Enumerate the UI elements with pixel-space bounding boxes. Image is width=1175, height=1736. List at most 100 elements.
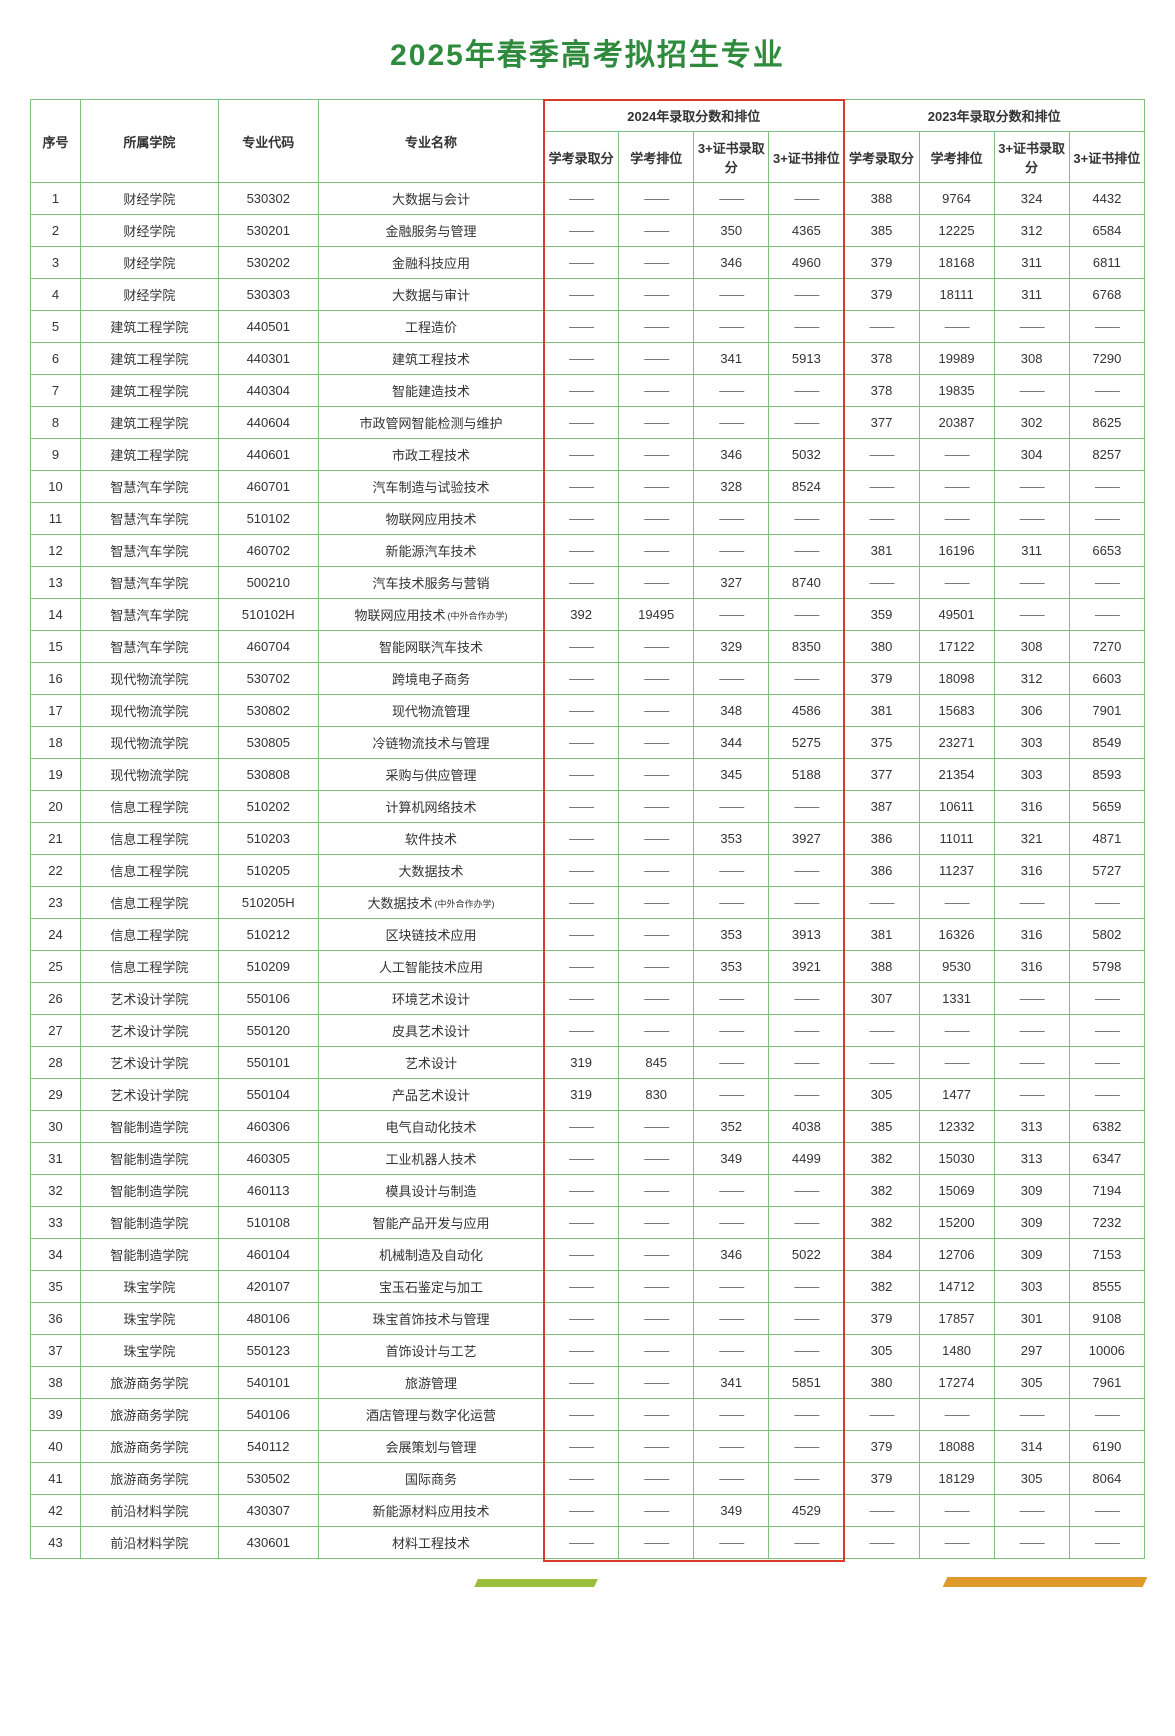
cell-major: 材料工程技术 xyxy=(318,1527,543,1559)
cell-2024-xk-rank: —— xyxy=(619,631,694,663)
cell-college: 前沿材料学院 xyxy=(81,1527,219,1559)
cell-idx: 17 xyxy=(31,695,81,727)
cell-2024-xk-rank: —— xyxy=(619,1367,694,1399)
cell-2023-cert-rank: 6382 xyxy=(1069,1111,1144,1143)
cell-2023-cert-rank: 6347 xyxy=(1069,1143,1144,1175)
cell-2023-xk-rank: 19989 xyxy=(919,343,994,375)
table-row: 17现代物流学院530802现代物流管理————3484586381156833… xyxy=(31,695,1145,727)
table-row: 34智能制造学院460104机械制造及自动化————34650223841270… xyxy=(31,1239,1145,1271)
cell-2024-cert-rank: —— xyxy=(769,1335,844,1367)
cell-2023-xk-rank: 14712 xyxy=(919,1271,994,1303)
cell-2023-cert-rank: —— xyxy=(1069,567,1144,599)
cell-2023-xk-score: 375 xyxy=(844,727,919,759)
cell-major: 旅游管理 xyxy=(318,1367,543,1399)
table-row: 25信息工程学院510209人工智能技术应用————35339213889530… xyxy=(31,951,1145,983)
table-row: 15智慧汽车学院460704智能网联汽车技术————32983503801712… xyxy=(31,631,1145,663)
cell-2023-xk-rank: —— xyxy=(919,471,994,503)
cell-2023-xk-score: 379 xyxy=(844,1431,919,1463)
cell-2024-xk-rank: 19495 xyxy=(619,599,694,631)
cell-2023-xk-rank: 9764 xyxy=(919,183,994,215)
cell-2024-cert-score: —— xyxy=(694,1431,769,1463)
cell-college: 智能制造学院 xyxy=(81,1207,219,1239)
cell-2023-cert-score: 305 xyxy=(994,1463,1069,1495)
cell-2023-xk-score: 379 xyxy=(844,279,919,311)
cell-2024-cert-rank: —— xyxy=(769,535,844,567)
cell-2024-xk-rank: —— xyxy=(619,567,694,599)
cell-idx: 39 xyxy=(31,1399,81,1431)
cell-2024-xk-rank: —— xyxy=(619,695,694,727)
cell-2023-xk-score: 388 xyxy=(844,951,919,983)
cell-2024-xk-rank: —— xyxy=(619,663,694,695)
cell-2024-cert-rank: —— xyxy=(769,183,844,215)
cell-2023-xk-rank: 17122 xyxy=(919,631,994,663)
cell-2023-xk-rank: 11011 xyxy=(919,823,994,855)
cell-2023-xk-score: 378 xyxy=(844,343,919,375)
cell-major: 汽车技术服务与营销 xyxy=(318,567,543,599)
cell-2024-cert-rank: —— xyxy=(769,1271,844,1303)
cell-2023-xk-rank: 19835 xyxy=(919,375,994,407)
cell-2023-cert-rank: 7290 xyxy=(1069,343,1144,375)
cell-2023-cert-rank: 9108 xyxy=(1069,1303,1144,1335)
cell-2023-xk-score: —— xyxy=(844,503,919,535)
cell-2024-xk-rank: —— xyxy=(619,503,694,535)
cell-idx: 13 xyxy=(31,567,81,599)
table-row: 43前沿材料学院430601材料工程技术———————————————— xyxy=(31,1527,1145,1559)
cell-2024-xk-score: 319 xyxy=(544,1079,619,1111)
cell-college: 智慧汽车学院 xyxy=(81,567,219,599)
cell-2023-cert-rank: 5798 xyxy=(1069,951,1144,983)
cell-2023-cert-rank: 7270 xyxy=(1069,631,1144,663)
cell-2023-xk-score: 377 xyxy=(844,759,919,791)
cell-college: 智能制造学院 xyxy=(81,1175,219,1207)
cell-2024-cert-rank: 4499 xyxy=(769,1143,844,1175)
cell-code: 550123 xyxy=(218,1335,318,1367)
cell-2023-xk-rank: 49501 xyxy=(919,599,994,631)
cell-college: 智能制造学院 xyxy=(81,1239,219,1271)
cell-code: 420107 xyxy=(218,1271,318,1303)
cell-2024-xk-score: —— xyxy=(544,663,619,695)
cell-2024-cert-rank: 8524 xyxy=(769,471,844,503)
cell-idx: 8 xyxy=(31,407,81,439)
cell-2024-cert-rank: 5851 xyxy=(769,1367,844,1399)
cell-2024-xk-rank: —— xyxy=(619,1111,694,1143)
cell-2023-xk-score: —— xyxy=(844,1015,919,1047)
cell-college: 建筑工程学院 xyxy=(81,375,219,407)
cell-code: 460701 xyxy=(218,471,318,503)
cell-2024-xk-rank: —— xyxy=(619,215,694,247)
cell-2024-cert-score: —— xyxy=(694,375,769,407)
cell-2024-cert-score: 346 xyxy=(694,1239,769,1271)
cell-major: 新能源材料应用技术 xyxy=(318,1495,543,1527)
cell-idx: 41 xyxy=(31,1463,81,1495)
cell-2023-cert-score: 311 xyxy=(994,279,1069,311)
cell-2024-xk-rank: —— xyxy=(619,279,694,311)
cell-idx: 7 xyxy=(31,375,81,407)
cell-2023-xk-score: —— xyxy=(844,1399,919,1431)
cell-major: 采购与供应管理 xyxy=(318,759,543,791)
cell-2024-cert-score: —— xyxy=(694,535,769,567)
cell-2024-cert-score: —— xyxy=(694,183,769,215)
cell-2024-cert-rank: —— xyxy=(769,503,844,535)
cell-2023-cert-score: 309 xyxy=(994,1207,1069,1239)
cell-2023-cert-rank: 6190 xyxy=(1069,1431,1144,1463)
cell-code: 460113 xyxy=(218,1175,318,1207)
header-2024: 2024年录取分数和排位 xyxy=(544,100,844,132)
cell-2024-cert-rank: —— xyxy=(769,887,844,919)
cell-2024-cert-rank: —— xyxy=(769,1175,844,1207)
cell-code: 510108 xyxy=(218,1207,318,1239)
cell-idx: 9 xyxy=(31,439,81,471)
cell-code: 550120 xyxy=(218,1015,318,1047)
cell-college: 信息工程学院 xyxy=(81,919,219,951)
cell-2023-xk-score: —— xyxy=(844,887,919,919)
header-2023-xk-rank: 学考排位 xyxy=(919,132,994,183)
cell-2023-xk-rank: 1477 xyxy=(919,1079,994,1111)
cell-2024-cert-score: —— xyxy=(694,1463,769,1495)
cell-2024-xk-rank: —— xyxy=(619,1303,694,1335)
cell-2023-cert-score: 316 xyxy=(994,951,1069,983)
cell-2024-cert-score: 353 xyxy=(694,919,769,951)
cell-2024-xk-score: 392 xyxy=(544,599,619,631)
cell-code: 460702 xyxy=(218,535,318,567)
table-row: 42前沿材料学院430307新能源材料应用技术————3494529——————… xyxy=(31,1495,1145,1527)
cell-2024-cert-score: —— xyxy=(694,599,769,631)
cell-2023-xk-rank: 15069 xyxy=(919,1175,994,1207)
cell-major: 汽车制造与试验技术 xyxy=(318,471,543,503)
cell-college: 艺术设计学院 xyxy=(81,1047,219,1079)
